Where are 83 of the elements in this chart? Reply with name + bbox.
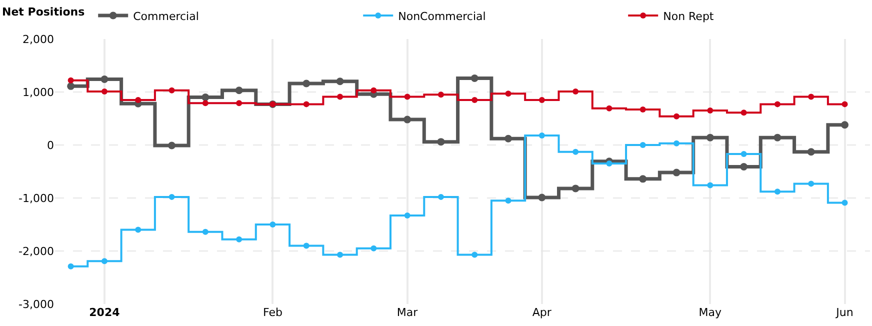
point	[438, 194, 444, 200]
point	[774, 101, 780, 108]
y-tick-label: 1,000	[22, 86, 54, 99]
point	[538, 194, 546, 202]
x-tick-label: Mar	[396, 306, 418, 319]
point	[639, 175, 647, 183]
point	[68, 77, 74, 84]
point	[100, 76, 108, 84]
point	[707, 108, 714, 114]
point	[740, 110, 747, 116]
point	[337, 252, 344, 258]
point	[774, 134, 782, 142]
point	[68, 263, 74, 270]
point	[740, 162, 748, 170]
y-tick-label: 0	[47, 138, 54, 152]
point	[337, 94, 344, 100]
point	[706, 134, 714, 142]
x-tick-label: Apr	[532, 306, 552, 319]
point	[807, 148, 815, 156]
point	[504, 134, 512, 142]
x-tick-label: Jun	[835, 306, 854, 319]
x-tick-label: May	[698, 306, 722, 319]
point	[168, 194, 175, 200]
point	[538, 96, 545, 103]
point	[370, 87, 377, 94]
point	[472, 96, 478, 103]
point	[538, 132, 545, 138]
point	[606, 160, 612, 167]
point	[437, 138, 445, 146]
point	[303, 242, 310, 249]
point	[404, 212, 410, 218]
point	[672, 168, 680, 176]
point	[202, 94, 210, 102]
point	[168, 142, 176, 150]
point	[606, 105, 612, 112]
point	[505, 198, 512, 204]
y-tick-label: -1,000	[18, 192, 54, 205]
point	[640, 142, 646, 148]
point	[572, 184, 580, 192]
x-tick-label: Feb	[262, 306, 282, 319]
y-tick-label: 2,000	[22, 32, 54, 46]
point	[302, 80, 310, 88]
legend-label: Non Rept	[663, 10, 714, 23]
point	[270, 222, 276, 228]
point	[674, 113, 680, 120]
point	[303, 101, 310, 108]
point	[572, 148, 579, 155]
point	[404, 94, 410, 100]
point	[472, 252, 478, 258]
point	[168, 87, 175, 94]
point	[842, 101, 848, 108]
x-tick-label: 2024	[89, 306, 120, 319]
legend-label: NonCommercial	[398, 10, 486, 23]
point	[135, 96, 142, 103]
legend-label: Commercial	[133, 10, 199, 23]
y-tick-label: -3,000	[18, 298, 54, 311]
point	[640, 106, 646, 112]
point	[438, 92, 444, 98]
point	[202, 100, 208, 106]
point	[808, 94, 814, 100]
point	[674, 140, 680, 146]
point	[505, 90, 512, 97]
point	[370, 245, 377, 252]
point	[101, 88, 108, 94]
point	[404, 116, 412, 124]
y-tick-label: -2,000	[18, 244, 54, 258]
legend-title: Net Positions	[2, 5, 86, 18]
point	[202, 228, 208, 235]
point	[235, 86, 243, 94]
point	[236, 236, 242, 242]
point	[470, 74, 478, 82]
point	[572, 88, 579, 94]
point	[135, 226, 142, 233]
point	[101, 258, 108, 264]
point	[707, 182, 714, 188]
point	[67, 82, 75, 90]
point	[740, 151, 747, 158]
point	[336, 78, 344, 86]
point	[841, 121, 849, 129]
point	[808, 180, 814, 187]
point	[774, 188, 780, 195]
point	[236, 100, 242, 106]
point	[842, 200, 848, 206]
